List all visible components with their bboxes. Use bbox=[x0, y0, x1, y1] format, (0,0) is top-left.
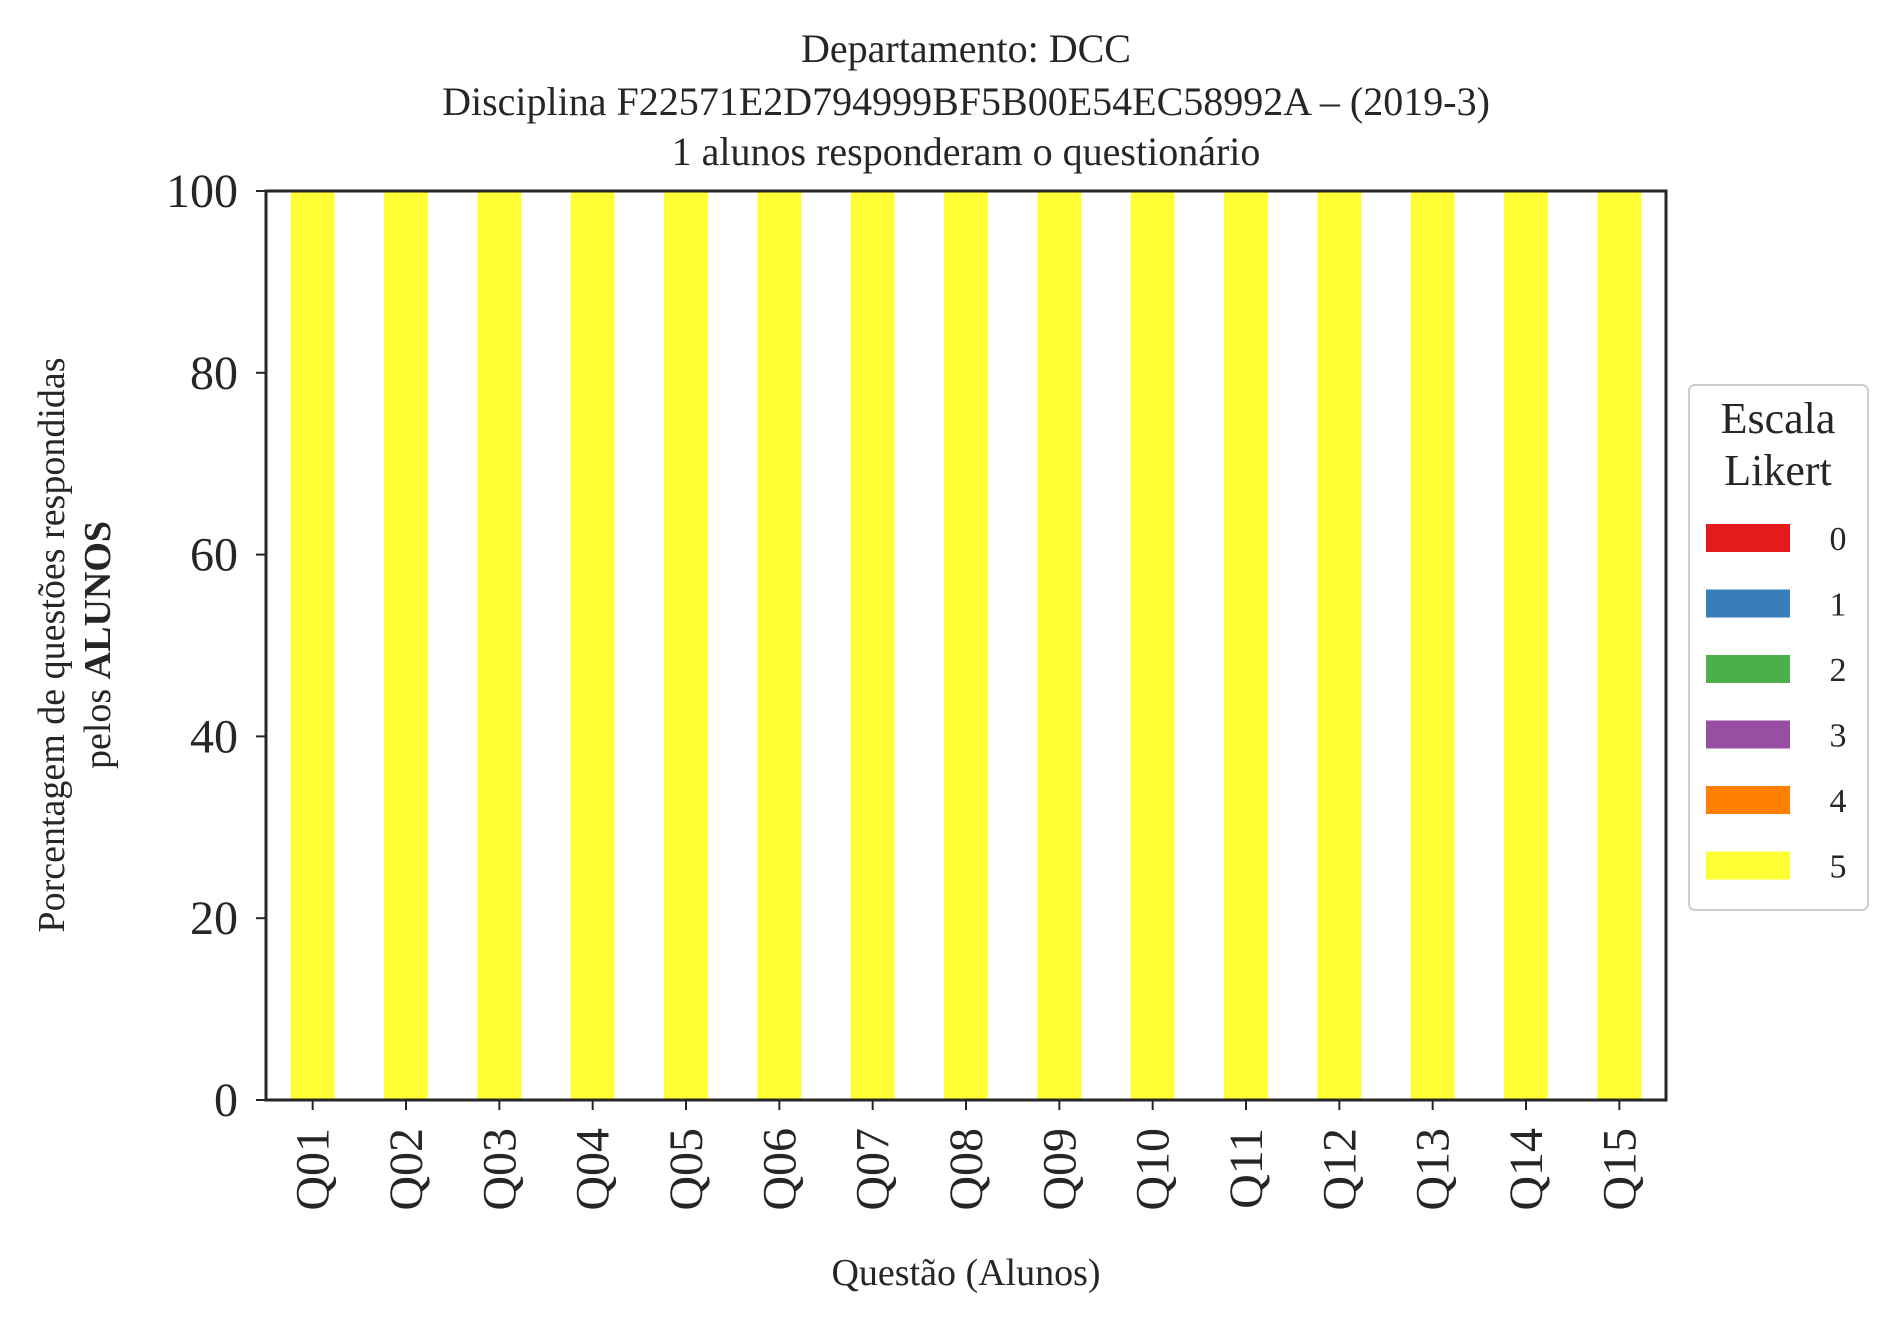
title-line-1: Departamento: DCC bbox=[801, 26, 1131, 71]
legend-frame bbox=[1688, 384, 1869, 911]
y-axis-label-2: pelos ALUNOS bbox=[77, 521, 119, 769]
y-tick-label-40: 40 bbox=[190, 710, 238, 763]
bar-q14-level-5 bbox=[1504, 191, 1548, 1100]
bar-q08-level-5 bbox=[944, 191, 988, 1100]
x-tick-label-q14: Q14 bbox=[1500, 1128, 1553, 1211]
bar-q06-level-5 bbox=[757, 191, 802, 1100]
bar-q01-level-5 bbox=[290, 191, 335, 1100]
bar-q09-level-5 bbox=[1037, 191, 1082, 1100]
x-tick-label-q09: Q09 bbox=[1033, 1128, 1086, 1211]
bar-q15-level-5 bbox=[1597, 191, 1642, 1100]
legend-swatch-2 bbox=[1706, 655, 1790, 683]
x-tick-label-q10: Q10 bbox=[1127, 1128, 1180, 1211]
legend-label-5: 5 bbox=[1830, 849, 1847, 886]
legend-swatch-5 bbox=[1706, 851, 1790, 880]
x-tick-label-q13: Q13 bbox=[1407, 1128, 1460, 1211]
x-tick-label-q06: Q06 bbox=[753, 1128, 806, 1211]
legend-swatch-1 bbox=[1706, 589, 1790, 618]
x-tick-label-q07: Q07 bbox=[847, 1128, 900, 1211]
y-axis-label-line-2: pelos ALUNOS bbox=[77, 521, 119, 769]
x-axis: Q01 Q02 Q03 Q04 Q05 Q06 Q07 Q08 Q09 Q10 Q11 Q12 Q13 Q… bbox=[287, 1100, 1646, 1211]
legend-label-4: 4 bbox=[1830, 783, 1847, 820]
legend-items: 0 1 2 3 4 5 bbox=[1706, 521, 1847, 886]
y-tick-label-60: 60 bbox=[190, 529, 238, 582]
bar-q07-level-5 bbox=[850, 191, 895, 1100]
y-tick-label-20: 20 bbox=[190, 892, 238, 945]
x-tick-label-q15: Q15 bbox=[1593, 1128, 1646, 1211]
x-tick-label-q02: Q02 bbox=[380, 1128, 433, 1211]
y-axis-label-prefix: pelos bbox=[77, 679, 119, 769]
bar-q03-level-5 bbox=[477, 191, 522, 1100]
legend-swatch-4 bbox=[1706, 786, 1790, 814]
legend-label-0: 0 bbox=[1830, 521, 1847, 558]
bar-q12-level-5 bbox=[1317, 191, 1362, 1100]
bar-q10-level-5 bbox=[1130, 191, 1175, 1100]
y-tick-label-0: 0 bbox=[214, 1074, 238, 1127]
y-axis-label-line-1: Porcentagem de questões respondidas bbox=[31, 357, 73, 932]
x-tick-label-q01: Q01 bbox=[287, 1128, 340, 1211]
legend-label-2: 2 bbox=[1830, 652, 1847, 689]
title-line-2: Disciplina F22571E2D794999BF5B00E54EC589… bbox=[442, 79, 1490, 124]
x-tick-label-q12: Q12 bbox=[1313, 1128, 1366, 1211]
legend-label-1: 1 bbox=[1830, 587, 1847, 624]
bar-q05-level-5 bbox=[664, 191, 708, 1100]
x-axis-label: Questão (Alunos) bbox=[831, 1252, 1100, 1294]
y-tick-label-100: 100 bbox=[166, 165, 238, 218]
chart-title: Departamento: DCC Disciplina F22571E2D79… bbox=[442, 26, 1490, 174]
legend-title-line-2: Likert bbox=[1724, 446, 1832, 495]
bar-q11-level-5 bbox=[1224, 191, 1268, 1100]
y-axis-label-bold: ALUNOS bbox=[77, 521, 119, 679]
x-tick-label-q11: Q11 bbox=[1220, 1128, 1273, 1209]
legend: Escala Likert 0 1 2 3 4 5 bbox=[1688, 384, 1869, 911]
bars-layer bbox=[290, 191, 1642, 1100]
legend-title-line-1: Escala bbox=[1721, 394, 1836, 443]
x-tick-label-q05: Q05 bbox=[660, 1128, 713, 1211]
legend-label-3: 3 bbox=[1830, 718, 1847, 755]
y-axis-label: Porcentagem de questões respondidas bbox=[31, 357, 73, 932]
x-tick-label-q08: Q08 bbox=[940, 1128, 993, 1211]
bar-q02-level-5 bbox=[384, 191, 428, 1100]
legend-swatch-0 bbox=[1706, 524, 1790, 552]
x-tick-label-q04: Q04 bbox=[567, 1128, 620, 1211]
x-tick-label-q03: Q03 bbox=[473, 1128, 526, 1211]
y-tick-label-80: 80 bbox=[190, 347, 238, 400]
bar-q04-level-5 bbox=[570, 191, 615, 1100]
title-line-3: 1 alunos responderam o questionário bbox=[672, 129, 1261, 174]
legend-swatch-3 bbox=[1706, 720, 1790, 749]
bar-q13-level-5 bbox=[1410, 191, 1455, 1100]
y-axis: 0 20 40 60 80 100 bbox=[166, 165, 266, 1127]
